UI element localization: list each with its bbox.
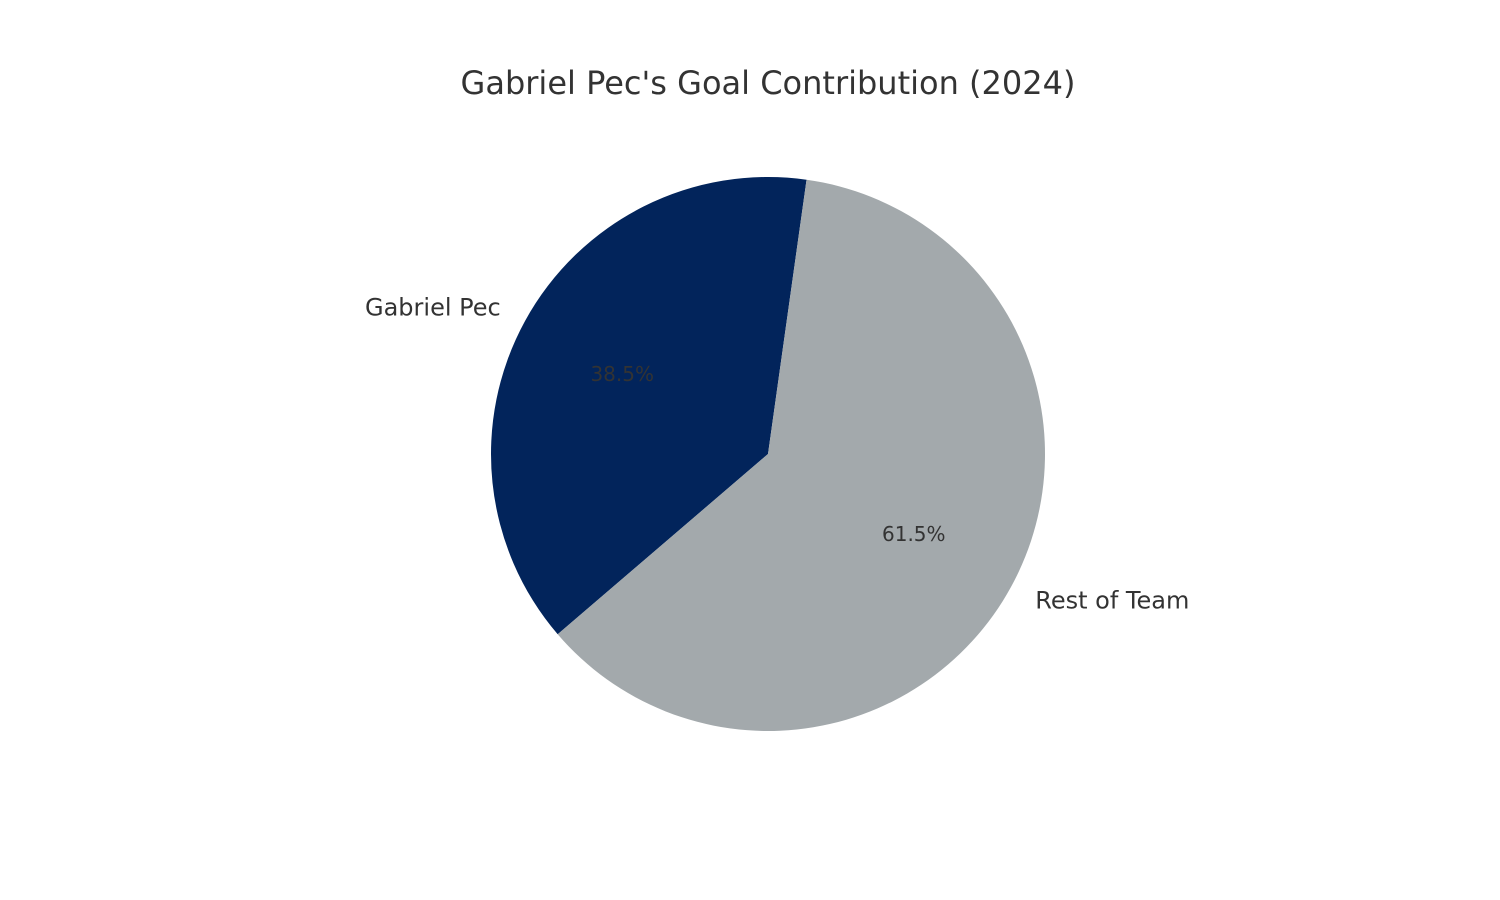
slice-label-rest-of-team: Rest of Team [1035,586,1189,614]
slice-percent-rest-of-team: 61.5% [882,522,946,546]
chart-title: Gabriel Pec's Goal Contribution (2024) [461,64,1076,102]
pie-slice-rest-of-team [557,179,1045,731]
pie-slice-gabriel-pec [490,177,807,635]
slice-percent-gabriel-pec: 38.5% [590,362,654,386]
slice-label-gabriel-pec: Gabriel Pec [365,294,501,322]
